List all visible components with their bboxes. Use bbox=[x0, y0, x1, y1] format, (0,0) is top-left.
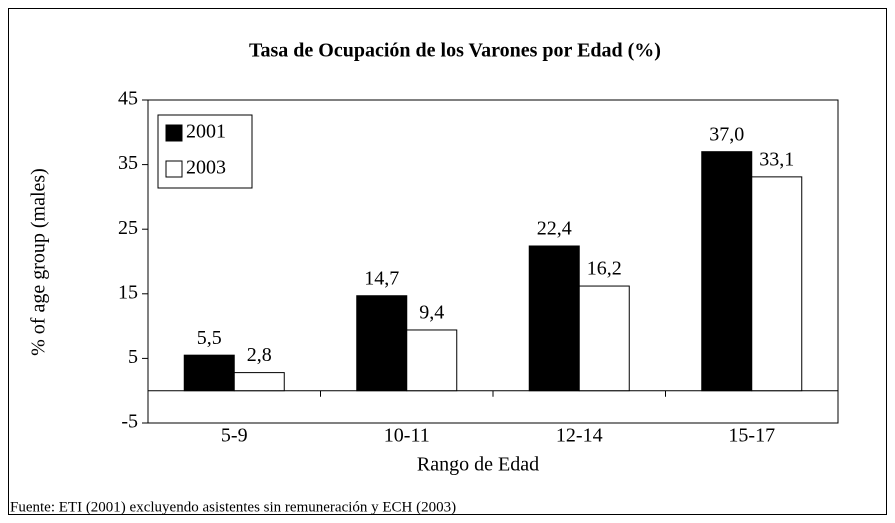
x-axis-label: Rango de Edad bbox=[417, 454, 539, 476]
x-tick-label: 12-14 bbox=[556, 425, 603, 447]
y-tick-label: -5 bbox=[121, 411, 138, 433]
bar bbox=[751, 176, 803, 392]
value-label: 14,7 bbox=[364, 267, 399, 289]
bar bbox=[356, 295, 408, 392]
bar bbox=[183, 354, 235, 392]
legend-label: 2001 bbox=[186, 121, 226, 143]
bar bbox=[233, 372, 285, 392]
legend-label: 2003 bbox=[186, 157, 226, 179]
value-label: 16,2 bbox=[587, 258, 622, 280]
y-tick-label: 35 bbox=[118, 152, 138, 174]
plot-frame bbox=[147, 99, 839, 424]
value-label: 2,8 bbox=[247, 344, 272, 366]
value-label: 5,5 bbox=[197, 327, 222, 349]
y-tick-label: 5 bbox=[128, 346, 138, 368]
x-tick-label: 15-17 bbox=[728, 425, 775, 447]
bar bbox=[701, 151, 753, 392]
x-tick-label: 10-11 bbox=[384, 425, 430, 447]
source-note: Fuente: ETI (2001) excluyendo asistentes… bbox=[10, 499, 456, 515]
bar bbox=[578, 285, 630, 392]
y-tick-label: 25 bbox=[118, 217, 138, 239]
value-label: 37,0 bbox=[709, 123, 744, 145]
value-label: 9,4 bbox=[419, 302, 444, 324]
bar bbox=[406, 329, 458, 392]
y-tick-label: 15 bbox=[118, 281, 138, 303]
bar bbox=[528, 245, 580, 392]
value-label: 33,1 bbox=[759, 148, 794, 170]
chart-title: Tasa de Ocupación de los Varones por Eda… bbox=[249, 40, 661, 62]
legend-swatch bbox=[165, 160, 183, 178]
value-label: 22,4 bbox=[537, 218, 572, 240]
x-tick-label: 5-9 bbox=[221, 425, 248, 447]
y-tick-label: 45 bbox=[118, 88, 138, 110]
y-axis-label: % of age group (males) bbox=[28, 168, 50, 356]
legend-swatch bbox=[165, 124, 183, 142]
